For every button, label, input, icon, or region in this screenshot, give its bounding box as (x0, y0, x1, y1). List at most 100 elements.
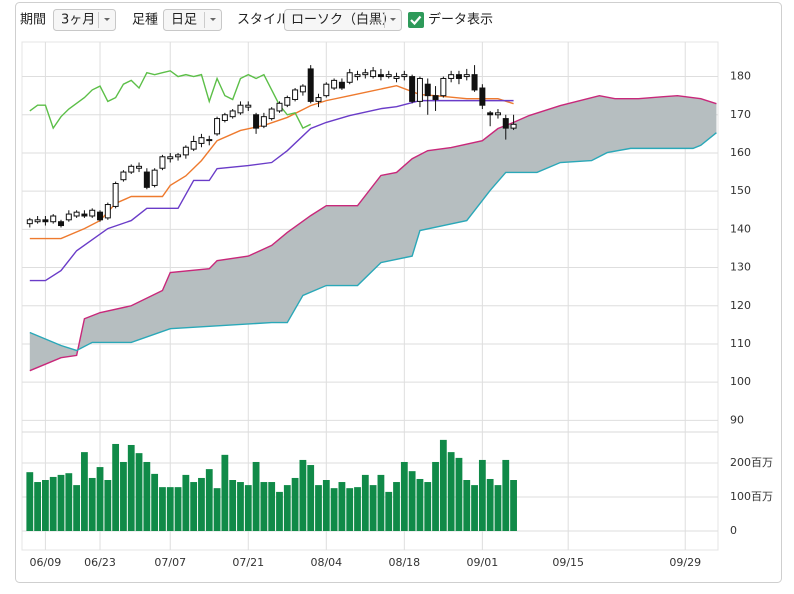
candle-body (198, 137, 205, 144)
candle-body (221, 114, 228, 121)
volume-bar (73, 485, 81, 531)
candle-body (26, 219, 33, 225)
volume-bar (213, 488, 221, 531)
volume-bar (166, 487, 174, 531)
candle-body (50, 215, 57, 223)
candle-body (346, 72, 353, 83)
candle-body (471, 74, 478, 91)
volume-bar (221, 454, 229, 531)
period-value: 3ヶ月 (61, 13, 95, 28)
y-tick-label: 170 (730, 108, 751, 121)
candle-body (214, 118, 221, 135)
volume-bar (463, 480, 471, 531)
volume-bar (330, 488, 338, 531)
candle-body (510, 123, 517, 129)
volume-bar (135, 453, 143, 531)
y-tick-label: 120 (730, 299, 751, 312)
candle-body (416, 77, 423, 102)
x-tick-label: 08/18 (388, 556, 420, 569)
volume-bar (439, 439, 447, 531)
candle-body (206, 139, 213, 142)
volume-bar (229, 480, 237, 531)
candle-body (42, 219, 49, 223)
candle-body (245, 104, 252, 108)
volume-bar (127, 444, 135, 531)
candle-body (159, 156, 166, 169)
cloud (29, 95, 717, 371)
candle-body (479, 87, 486, 106)
volume-bar (34, 482, 42, 531)
candle-body (409, 76, 416, 102)
candle-body (112, 183, 119, 207)
toolbar: 期間 3ヶ月 足種 日足 スタイル ローソク（白黒） データ表示 (20, 9, 493, 31)
x-tick-label: 08/04 (310, 556, 342, 569)
kind-select[interactable] (163, 9, 222, 31)
candle-body (65, 213, 72, 221)
candle-body (299, 85, 306, 93)
candle-body (377, 74, 384, 78)
candle-body (440, 77, 447, 97)
volume-bar (494, 485, 502, 531)
data-checkbox[interactable] (408, 12, 424, 28)
plot-frame (21, 41, 719, 551)
candle-body (73, 211, 80, 217)
volume-bar (174, 487, 182, 531)
x-tick-label: 09/15 (552, 556, 584, 569)
x-tick-label: 06/23 (84, 556, 116, 569)
style-select[interactable] (284, 9, 402, 31)
volume-bar (447, 452, 455, 531)
candle-body (151, 169, 158, 186)
candle-body (393, 76, 400, 79)
y-tick-label: 100 (730, 375, 751, 388)
volume-bar (151, 473, 159, 531)
volume-bar (432, 461, 439, 531)
y-tick-label: 130 (730, 261, 751, 274)
candle-body (448, 74, 455, 79)
volume-bar (322, 480, 330, 531)
volume-bar (112, 443, 120, 531)
volume-bar (159, 487, 166, 531)
period-select[interactable] (53, 9, 116, 31)
candle-body (268, 108, 275, 120)
volume-bar (354, 487, 361, 531)
volume-bar (252, 461, 260, 531)
y-tick-label: 160 (730, 146, 751, 159)
candle-body (58, 221, 65, 227)
volume-bar (26, 472, 34, 531)
candle-body (120, 171, 127, 181)
candle-body (182, 146, 189, 156)
volume-bar (385, 491, 393, 531)
candle-body (34, 219, 41, 223)
volume-bar (315, 485, 322, 531)
y-tick-label: 180 (730, 70, 751, 83)
y-tick-label: 150 (730, 184, 751, 197)
volume-bar (268, 482, 276, 531)
arrow (210, 18, 216, 21)
candle-body (81, 213, 88, 217)
volume-bar (198, 477, 205, 531)
volume-bar (486, 478, 494, 531)
style-value: ローソク（白黒） (291, 12, 395, 28)
style-label: スタイル (237, 13, 289, 28)
volume-bar (369, 485, 377, 531)
volume-bar (120, 461, 127, 531)
x-tick-label: 09/01 (467, 556, 499, 569)
plot: 06/09 06/23 07/07 07/21 08/04 08/18 09/01 09/15… (21, 41, 773, 569)
candle-body (276, 102, 283, 112)
volume-bar (291, 477, 299, 531)
candle-body (260, 116, 267, 127)
volume-bar (361, 474, 369, 531)
volume-tick-label: 200百万 (730, 456, 773, 469)
period-label: 期間 (20, 13, 46, 28)
volume-bar (244, 485, 252, 531)
x-tick-label: 09/29 (669, 556, 701, 569)
candle-body (89, 209, 96, 217)
volume-bar (65, 473, 73, 531)
volume-bar (408, 471, 416, 531)
volume-bar (416, 478, 424, 531)
kind-value: 日足 (171, 13, 197, 28)
candle-body (455, 74, 462, 79)
candle-body (284, 97, 291, 106)
volume-bar (190, 482, 198, 531)
